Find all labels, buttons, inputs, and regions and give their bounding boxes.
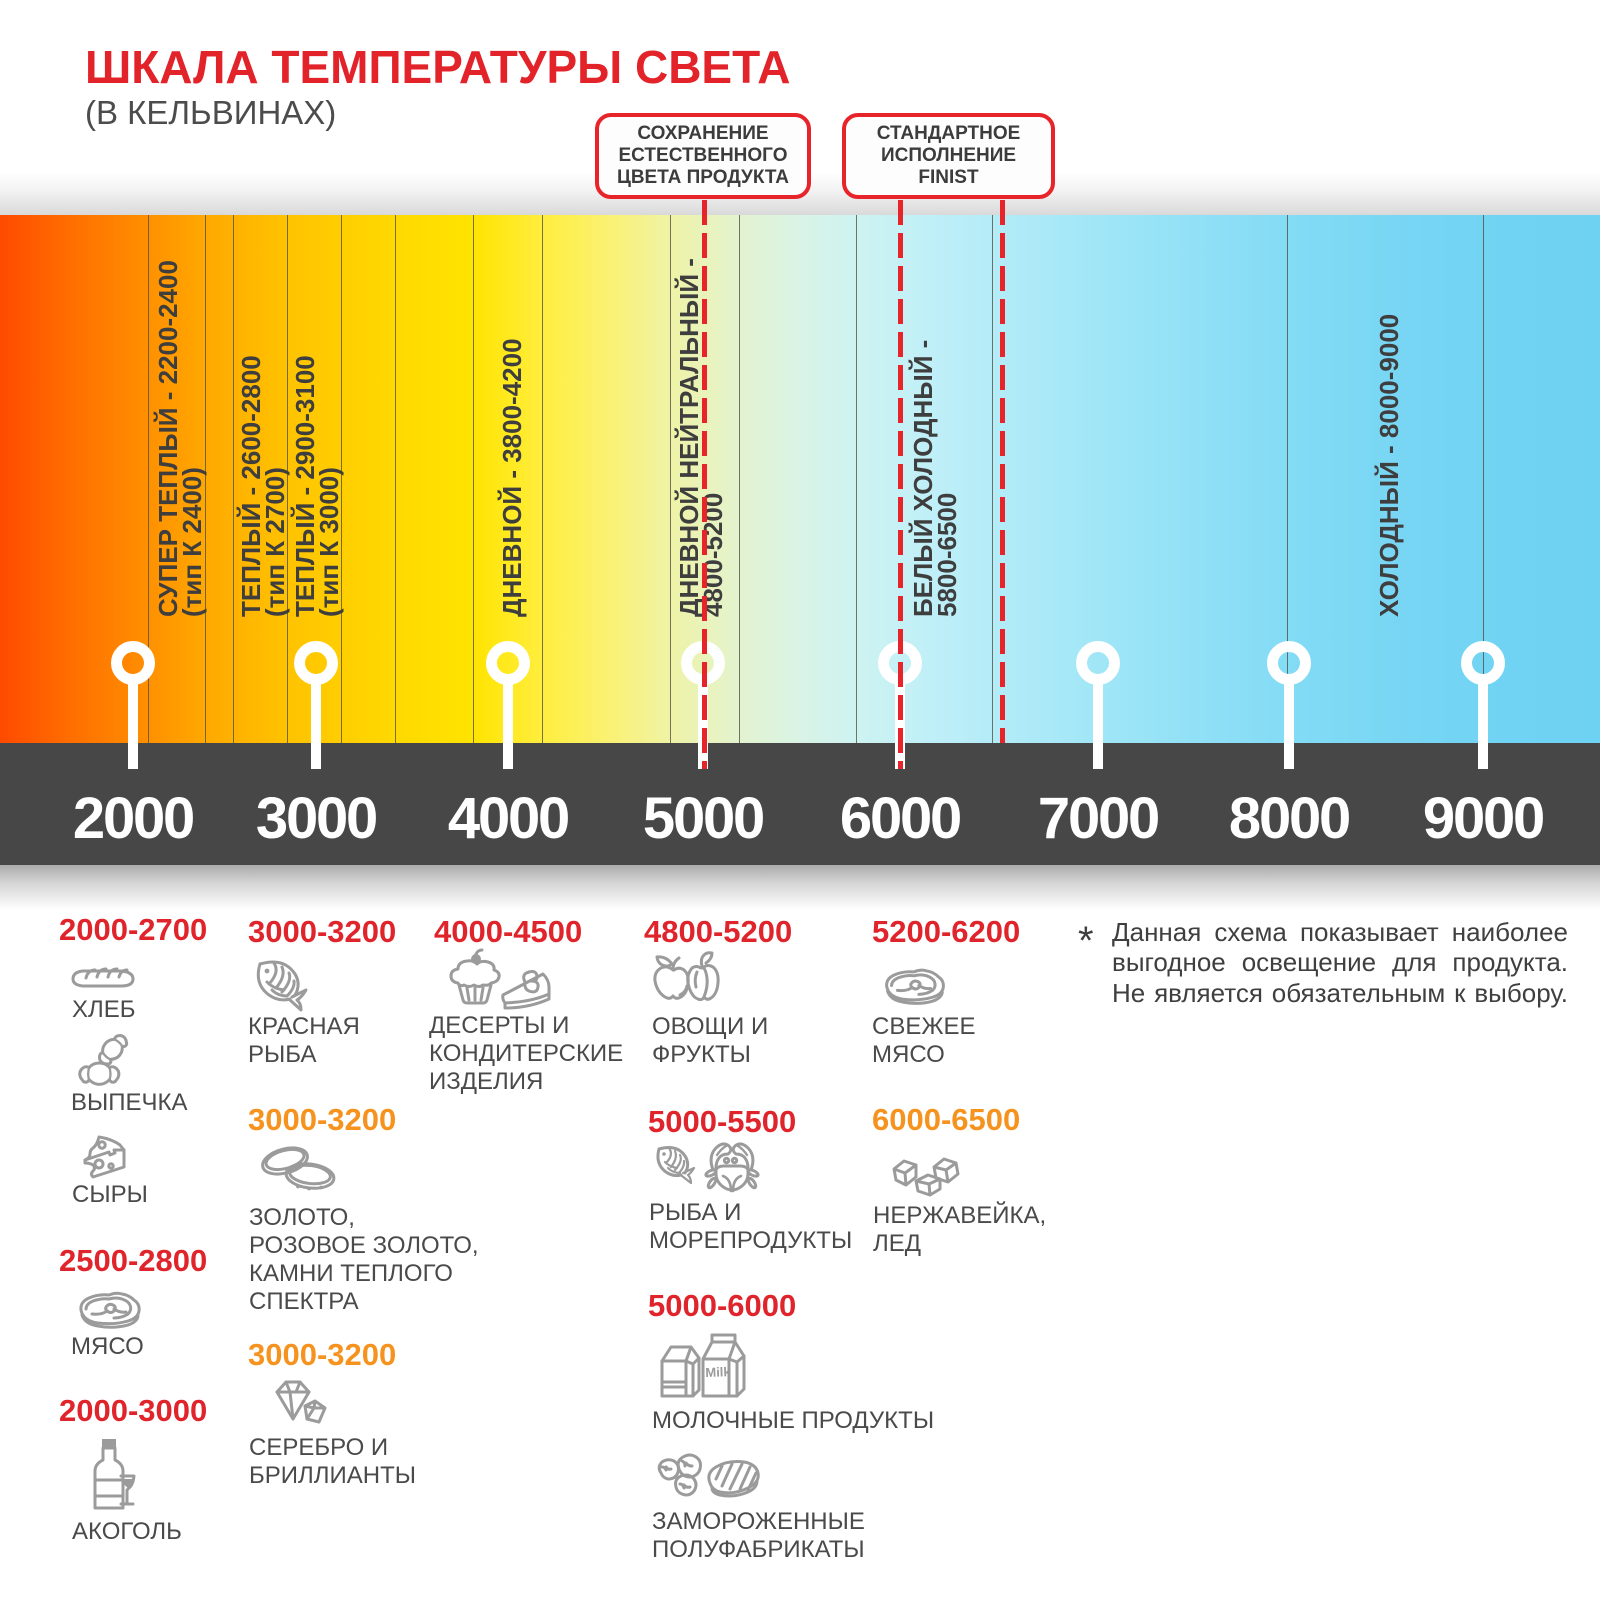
- svg-text:Milk: Milk: [705, 1364, 732, 1380]
